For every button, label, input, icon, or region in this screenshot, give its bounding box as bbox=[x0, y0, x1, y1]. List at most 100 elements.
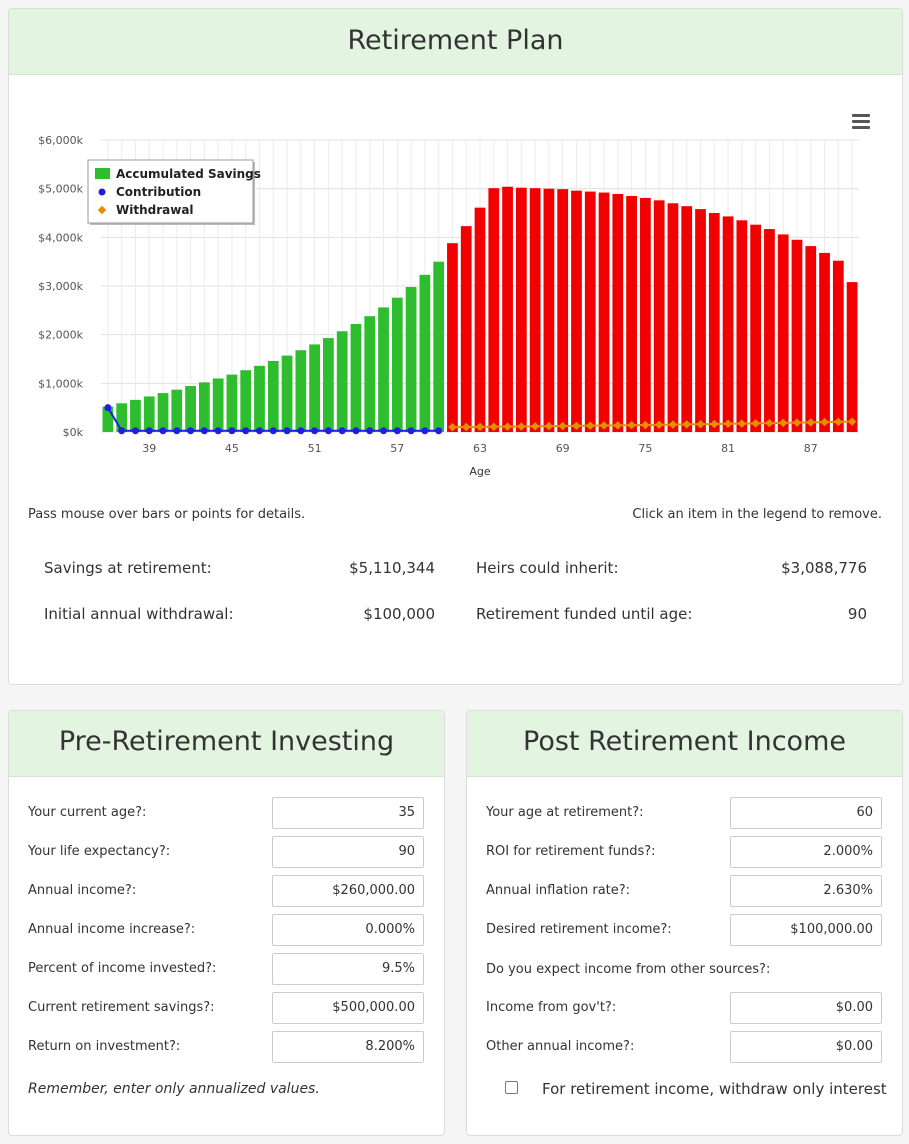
legend-item-label[interactable]: Accumulated Savings bbox=[116, 167, 261, 181]
field-annual-income: Annual income?: $260,000.00 bbox=[9, 875, 446, 907]
withdrawal-point bbox=[668, 420, 678, 429]
hamburger-icon[interactable] bbox=[852, 114, 870, 130]
savings-bar bbox=[405, 286, 417, 432]
savings-bar bbox=[750, 224, 762, 432]
desired-income-input[interactable]: $100,000.00 bbox=[730, 914, 882, 946]
withdrawal-point bbox=[475, 422, 485, 432]
funded-until-value: 90 bbox=[847, 605, 867, 623]
savings-bar bbox=[350, 323, 362, 432]
withdrawal-point bbox=[820, 417, 829, 427]
field-return-on-investment: Return on investment?: 8.200% bbox=[9, 1031, 446, 1063]
current-savings-input[interactable]: $500,000.00 bbox=[272, 992, 424, 1024]
roi-retirement-label: ROI for retirement funds?: bbox=[486, 844, 656, 859]
current-age-label: Your current age?: bbox=[28, 805, 147, 820]
savings-bar bbox=[722, 216, 734, 432]
withdrawal-point bbox=[599, 421, 609, 430]
contribution-point bbox=[118, 427, 126, 435]
withdrawal-point bbox=[847, 417, 857, 426]
withdrawal-point bbox=[806, 418, 816, 427]
annual-income-input[interactable]: $260,000.00 bbox=[272, 875, 424, 907]
savings-bar bbox=[529, 188, 541, 432]
field-current-age: Your current age?: 35 bbox=[9, 797, 446, 829]
income-increase-input[interactable]: 0.000% bbox=[272, 914, 424, 946]
y-tick-label: $1,000k bbox=[38, 377, 83, 390]
withdrawal-point bbox=[834, 417, 843, 427]
interest-only-checkbox[interactable] bbox=[505, 1081, 518, 1094]
x-tick-label: 75 bbox=[638, 442, 652, 455]
annual-income-label: Annual income?: bbox=[28, 883, 137, 898]
percent-invested-input[interactable]: 9.5% bbox=[272, 953, 424, 985]
savings-bar bbox=[571, 190, 582, 432]
withdrawal-point bbox=[613, 421, 623, 430]
savings-bar bbox=[777, 234, 789, 432]
contribution-point bbox=[145, 427, 153, 435]
withdrawal-point bbox=[530, 422, 540, 431]
roi-retirement-input[interactable]: 2.000% bbox=[730, 836, 882, 868]
y-tick-label: $3,000k bbox=[38, 280, 83, 293]
contribution-point bbox=[380, 427, 388, 435]
savings-bar bbox=[281, 355, 293, 432]
savings-bar bbox=[791, 239, 803, 432]
savings-bar bbox=[695, 209, 706, 432]
field-percent-invested: Percent of income invested?: 9.5% bbox=[9, 953, 446, 985]
legend-box[interactable] bbox=[87, 159, 254, 224]
contribution-point bbox=[352, 427, 360, 435]
initial-withdrawal-value: $100,000 bbox=[363, 605, 435, 623]
legend-swatch bbox=[97, 205, 107, 215]
current-savings-label: Current retirement savings?: bbox=[28, 1000, 215, 1015]
plan-title: Retirement Plan bbox=[9, 9, 902, 75]
savings-bar bbox=[805, 246, 817, 432]
legend-swatch bbox=[98, 188, 106, 196]
contribution-point bbox=[407, 427, 415, 435]
gov-income-label: Income from gov't?: bbox=[486, 1000, 617, 1015]
legend-hint: Click an item in the legend to remove. bbox=[632, 507, 882, 522]
savings-bar bbox=[391, 297, 403, 432]
income-increase-label: Annual income increase?: bbox=[28, 922, 196, 937]
contribution-point bbox=[131, 427, 139, 435]
hover-hint: Pass mouse over bars or points for detai… bbox=[28, 507, 306, 522]
other-income-input[interactable]: $0.00 bbox=[730, 1031, 882, 1063]
savings-bar bbox=[185, 386, 196, 432]
savings-bar bbox=[598, 192, 610, 432]
legend-item-label[interactable]: Withdrawal bbox=[116, 203, 194, 217]
contribution-point bbox=[297, 427, 305, 435]
field-current-savings: Current retirement savings?: $500,000.00 bbox=[9, 992, 446, 1024]
funded-until-label: Retirement funded until age: bbox=[476, 605, 693, 623]
contribution-point bbox=[159, 427, 167, 435]
pre-retirement-panel: Pre-Retirement Investing Your current ag… bbox=[8, 710, 445, 1136]
retirement-age-input[interactable]: 60 bbox=[730, 797, 882, 829]
y-tick-label: $4,000k bbox=[38, 231, 83, 244]
x-tick-label: 51 bbox=[308, 442, 322, 455]
withdrawal-point bbox=[723, 419, 733, 429]
retirement-chart[interactable]: $0k $1,000k $2,000k $3,000k $4,000k $5,000k $6… bbox=[9, 9, 902, 489]
withdrawal-point bbox=[710, 419, 719, 429]
savings-bar bbox=[584, 191, 596, 432]
savings-bar bbox=[667, 203, 679, 432]
inflation-rate-input[interactable]: 2.630% bbox=[730, 875, 882, 907]
post-retirement-title: Post Retirement Income bbox=[467, 711, 902, 777]
contribution-point bbox=[338, 427, 346, 435]
savings-bar bbox=[819, 252, 830, 432]
savings-bar bbox=[364, 316, 376, 432]
pre-retirement-title: Pre-Retirement Investing bbox=[9, 711, 444, 777]
savings-bar bbox=[640, 197, 651, 432]
withdrawal-point bbox=[586, 421, 595, 430]
withdrawal-point bbox=[448, 422, 457, 432]
life-expectancy-input[interactable]: 90 bbox=[272, 836, 424, 868]
legend-item-label[interactable]: Contribution bbox=[116, 185, 201, 199]
savings-at-retirement-value: $5,110,344 bbox=[349, 559, 435, 577]
return-on-investment-input[interactable]: 8.200% bbox=[272, 1031, 424, 1063]
field-income-increase: Annual income increase?: 0.000% bbox=[9, 914, 446, 946]
contribution-point bbox=[366, 427, 374, 435]
current-age-input[interactable]: 35 bbox=[272, 797, 424, 829]
gov-income-input[interactable]: $0.00 bbox=[730, 992, 882, 1024]
other-income-question: Do you expect income from other sources?… bbox=[486, 962, 771, 977]
life-expectancy-label: Your life expectancy?: bbox=[28, 844, 171, 859]
annualized-note: Remember, enter only annualized values. bbox=[28, 1081, 320, 1097]
savings-bar bbox=[846, 282, 858, 432]
savings-bar bbox=[832, 260, 844, 432]
contribution-point bbox=[421, 427, 429, 435]
savings-bar bbox=[254, 365, 265, 432]
contribution-point bbox=[173, 427, 181, 435]
contribution-point bbox=[214, 427, 222, 435]
